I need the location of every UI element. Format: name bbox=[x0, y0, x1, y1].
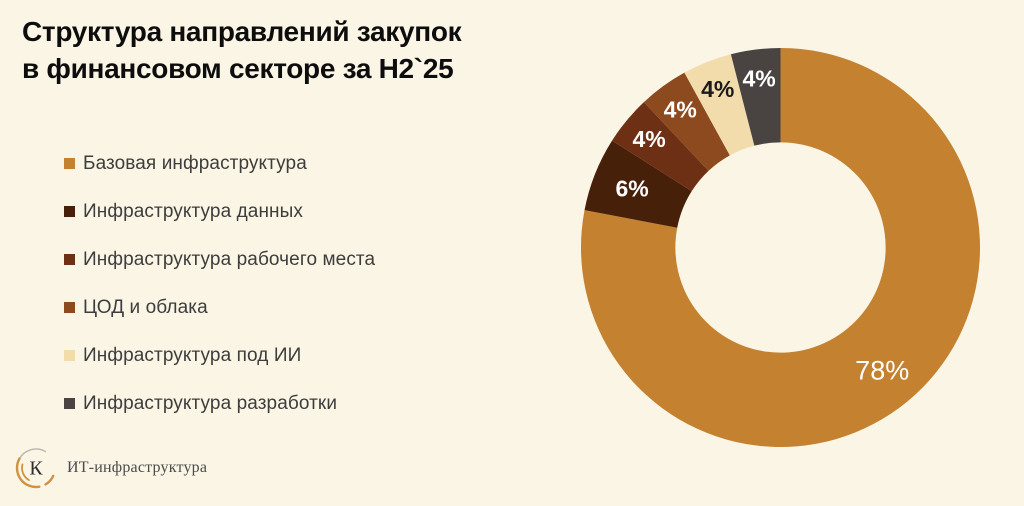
chart-legend: Базовая инфраструктура Инфраструктура дан… bbox=[64, 140, 375, 428]
legend-swatch-3 bbox=[64, 253, 75, 265]
slice-value-label-2: 6% bbox=[615, 176, 648, 202]
legend-item-2: Инфраструктура данных bbox=[64, 188, 375, 236]
legend-label-4: ЦОД и облака bbox=[83, 297, 208, 318]
donut-slice-3 bbox=[612, 102, 709, 192]
page-title: Структура направлений закупок в финансов… bbox=[22, 13, 462, 87]
legend-label-2: Инфраструктура данных bbox=[83, 201, 304, 222]
brand-logo: К ИТ-инфраструктура bbox=[14, 446, 207, 490]
legend-item-6: Инфраструктура разработки bbox=[64, 380, 375, 428]
slice-value-label-5: 4% bbox=[701, 76, 734, 102]
legend-swatch-2 bbox=[64, 205, 75, 217]
legend-item-5: Инфраструктура под ИИ bbox=[64, 332, 375, 380]
legend-swatch-6 bbox=[64, 397, 75, 409]
legend-swatch-4 bbox=[64, 301, 75, 313]
title-line-1: Структура направлений закупок bbox=[22, 16, 462, 47]
legend-label-1: Базовая инфраструктура bbox=[83, 153, 307, 174]
donut-slice-5 bbox=[684, 54, 755, 156]
slice-value-label-4: 4% bbox=[664, 97, 697, 123]
logo-mark-icon: К bbox=[15, 448, 55, 489]
legend-label-3: Инфраструктура рабочего места bbox=[83, 249, 376, 270]
donut-slice-4 bbox=[643, 72, 730, 171]
logo-letter: К bbox=[29, 458, 43, 480]
legend-item-4: ЦОД и облака bbox=[64, 284, 375, 332]
slice-value-label-1: 78% bbox=[855, 356, 909, 386]
donut-chart-svg: 78%6%4%4%4% 4% bbox=[580, 48, 980, 447]
donut-slice-6 bbox=[730, 48, 781, 146]
legend-swatch-5 bbox=[64, 349, 75, 361]
legend-item-1: Базовая инфраструктура bbox=[64, 140, 375, 188]
donut-slice-2 bbox=[584, 140, 692, 228]
slice-value-label-3: 4% bbox=[632, 126, 665, 152]
donut-chart: 78% 6% 4% 4% 4% 4% bbox=[580, 48, 980, 452]
donut-slice-1 bbox=[580, 48, 980, 447]
legend-swatch-1 bbox=[64, 157, 75, 169]
slice-value-label-6: 4% bbox=[742, 65, 775, 91]
logo-text: ИТ-инфраструктура bbox=[67, 459, 208, 476]
title-line-2: в финансовом секторе за H2`25 bbox=[22, 53, 454, 84]
legend-item-3: Инфраструктура рабочего места bbox=[64, 236, 375, 284]
legend-label-5: Инфраструктура под ИИ bbox=[83, 345, 302, 366]
legend-label-6: Инфраструктура разработки bbox=[83, 393, 338, 414]
